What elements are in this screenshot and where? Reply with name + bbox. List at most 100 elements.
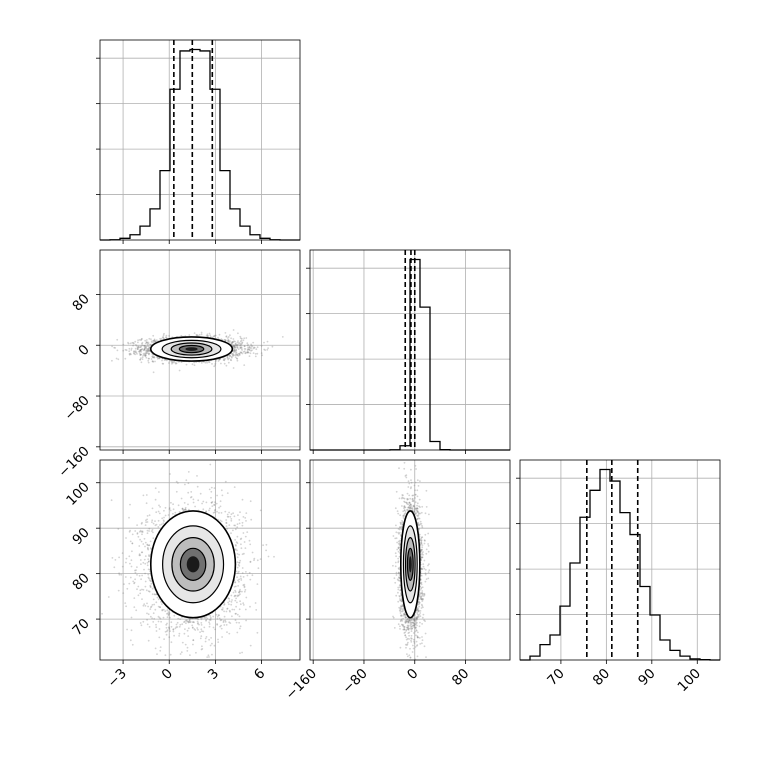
sample-point xyxy=(247,348,249,351)
sample-point xyxy=(240,543,242,546)
sample-point xyxy=(253,346,255,349)
sample-point xyxy=(152,612,155,615)
sample-point xyxy=(185,479,188,482)
sample-point xyxy=(169,616,171,619)
sample-point xyxy=(233,349,236,352)
sample-point xyxy=(128,350,131,353)
sample-point xyxy=(228,341,231,344)
sample-point xyxy=(163,520,165,523)
sample-point xyxy=(200,362,203,364)
sample-point xyxy=(163,359,166,361)
sample-point xyxy=(152,334,155,337)
sample-point xyxy=(181,507,184,510)
sample-point xyxy=(260,352,263,354)
sample-point xyxy=(252,341,255,344)
sample-point xyxy=(236,344,239,346)
sample-point xyxy=(172,628,175,631)
sample-point xyxy=(148,346,151,348)
sample-point xyxy=(236,346,239,349)
sample-point xyxy=(146,515,149,517)
sample-point xyxy=(247,351,250,354)
sample-point xyxy=(248,571,251,574)
sample-point xyxy=(245,520,247,522)
sample-point xyxy=(244,535,247,538)
sample-point xyxy=(218,614,220,617)
sample-point xyxy=(148,337,151,340)
pair-panel-0-1 xyxy=(96,249,301,454)
sample-point xyxy=(241,567,244,569)
sample-point xyxy=(195,333,198,336)
sample-point xyxy=(225,339,227,342)
sample-point xyxy=(146,343,149,346)
sample-point xyxy=(239,335,242,338)
sample-point xyxy=(199,492,202,495)
sample-point xyxy=(160,620,162,623)
sample-point xyxy=(207,654,210,657)
sample-point xyxy=(138,352,141,355)
sample-point xyxy=(236,549,238,552)
sample-point xyxy=(156,653,158,655)
sample-point xyxy=(196,620,199,623)
sample-point xyxy=(144,354,147,357)
sample-point xyxy=(154,360,156,363)
sample-point xyxy=(148,527,151,530)
sample-point xyxy=(136,348,139,350)
sample-point xyxy=(234,344,237,347)
sample-point xyxy=(255,609,258,611)
sample-point xyxy=(133,606,136,608)
sample-point xyxy=(148,554,150,556)
sample-point xyxy=(241,341,244,344)
sample-point xyxy=(141,358,144,360)
sample-point xyxy=(140,348,143,351)
sample-point xyxy=(208,488,211,491)
sample-point xyxy=(131,341,134,344)
sample-point xyxy=(202,500,205,503)
sample-point xyxy=(134,571,137,574)
sample-point xyxy=(232,591,235,594)
sample-point xyxy=(152,360,154,363)
sample-point xyxy=(146,546,149,549)
sample-point xyxy=(237,348,240,350)
sample-point xyxy=(256,631,259,634)
sample-point xyxy=(246,531,249,533)
sample-point xyxy=(176,621,179,624)
sample-point xyxy=(168,362,170,364)
sample-point xyxy=(248,349,251,351)
sample-point xyxy=(146,350,148,352)
sample-point xyxy=(238,522,241,525)
sample-point xyxy=(142,604,145,607)
sample-point xyxy=(140,353,143,356)
sample-point xyxy=(237,340,239,342)
sample-point xyxy=(222,359,225,361)
sample-point xyxy=(164,514,167,517)
sample-point xyxy=(220,362,222,365)
sample-point xyxy=(128,347,131,350)
sample-point xyxy=(212,626,215,629)
sample-point xyxy=(113,566,116,569)
sample-point xyxy=(230,359,233,362)
sample-point xyxy=(128,555,131,558)
sample-point xyxy=(164,610,167,613)
sample-point xyxy=(197,628,199,631)
sample-point xyxy=(125,561,127,564)
sample-point xyxy=(147,349,150,352)
sample-point xyxy=(256,346,259,349)
sample-point xyxy=(151,519,154,522)
sample-point xyxy=(122,592,125,594)
sample-point xyxy=(153,617,156,620)
sample-point xyxy=(239,342,242,345)
sample-point xyxy=(226,337,229,339)
sample-point xyxy=(249,578,252,581)
sample-point xyxy=(122,343,125,346)
sample-point xyxy=(235,351,238,354)
sample-point xyxy=(143,349,145,351)
sample-point xyxy=(226,631,228,633)
sample-point xyxy=(189,621,192,623)
sample-point xyxy=(134,347,137,350)
sample-point xyxy=(238,352,241,355)
sample-point xyxy=(281,336,284,338)
sample-point xyxy=(232,367,235,369)
sample-point xyxy=(172,508,175,511)
sample-point xyxy=(211,653,213,656)
